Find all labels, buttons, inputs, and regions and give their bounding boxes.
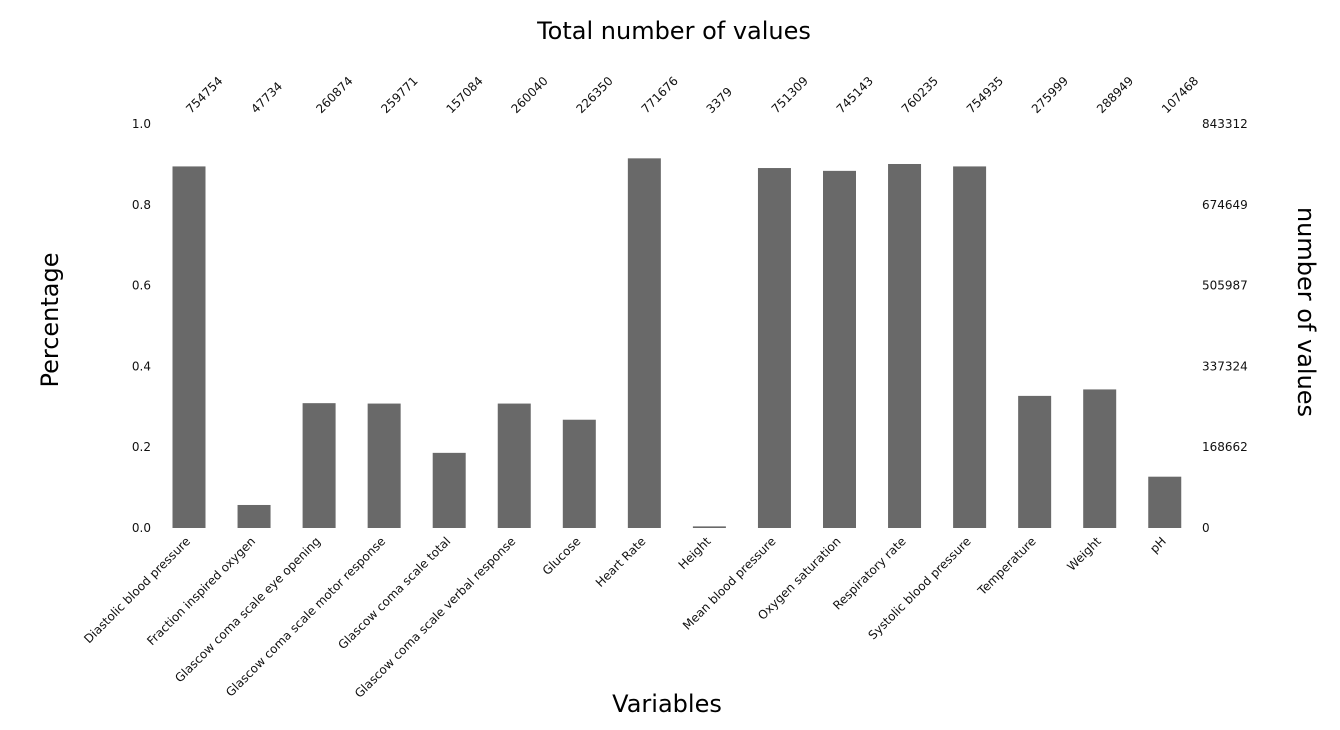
count-labels: 754754 47734 260874 259771 157084 260040 22635… [183, 74, 1201, 116]
bar [888, 163, 922, 528]
bar [757, 168, 791, 528]
y-tick-left: 0.2 [132, 440, 151, 454]
bar [367, 403, 401, 528]
category-label: Heart Rate [593, 534, 649, 590]
y-tick-left: 1.0 [132, 117, 151, 131]
category-label: Weight [1064, 534, 1104, 574]
category-label: Temperature [974, 534, 1038, 598]
count-label: 47734 [248, 79, 285, 116]
count-label: 259771 [378, 74, 420, 116]
count-label: 288949 [1094, 74, 1136, 116]
bar [172, 166, 206, 529]
y-tick-left: 0.8 [132, 198, 151, 212]
count-label: 745143 [834, 74, 876, 116]
y-axis-left-ticks: 0.0 0.2 0.4 0.6 0.8 1.0 [132, 117, 151, 535]
category-label: Glucose [540, 534, 584, 578]
count-label: 260874 [313, 74, 355, 116]
y-tick-left: 0.4 [132, 359, 151, 373]
bar [953, 166, 987, 529]
bar [1148, 476, 1182, 528]
y-tick-left: 0.0 [132, 521, 151, 535]
count-label: 754754 [183, 74, 225, 116]
count-label: 275999 [1029, 74, 1071, 116]
bars [172, 158, 1182, 529]
count-label: 107468 [1159, 74, 1201, 116]
count-label: 771676 [639, 74, 681, 116]
category-label: Diastolic blood pressure [81, 534, 193, 646]
y-axis-label-right: number of values [1292, 207, 1320, 417]
chart-title: Total number of values [536, 17, 811, 45]
category-label: Glascow coma scale total [335, 534, 453, 652]
count-label: 760235 [899, 74, 941, 116]
count-label: 751309 [769, 74, 811, 116]
count-label: 260040 [508, 74, 550, 116]
y-tick-left: 0.6 [132, 279, 151, 293]
y-tick-right: 168662 [1202, 440, 1248, 454]
x-axis-label: Variables [612, 690, 722, 718]
bar [562, 419, 596, 528]
bar [237, 504, 271, 528]
count-label: 157084 [443, 74, 485, 116]
bar [1083, 389, 1117, 528]
bar [692, 526, 726, 528]
count-label: 3379 [704, 85, 735, 116]
bar [302, 403, 336, 528]
bar [823, 170, 856, 528]
y-axis-right-ticks: 0 168662 337324 505987 674649 843312 [1202, 117, 1248, 535]
bar [432, 452, 466, 528]
y-tick-right: 505987 [1202, 279, 1248, 293]
category-label: Height [676, 534, 714, 572]
category-label: pH [1147, 534, 1169, 556]
y-tick-right: 843312 [1202, 117, 1248, 131]
count-label: 226350 [574, 74, 616, 116]
bar [1018, 395, 1052, 528]
y-axis-label-left: Percentage [36, 252, 64, 387]
category-label: Glascow coma scale eye opening [172, 534, 323, 685]
bar [497, 403, 531, 528]
count-label: 754935 [964, 74, 1006, 116]
y-tick-right: 337324 [1202, 359, 1248, 373]
y-tick-right: 0 [1202, 521, 1210, 535]
category-label: Fraction inspired oxygen [144, 534, 258, 648]
bar [627, 158, 661, 528]
y-tick-right: 674649 [1202, 198, 1248, 212]
